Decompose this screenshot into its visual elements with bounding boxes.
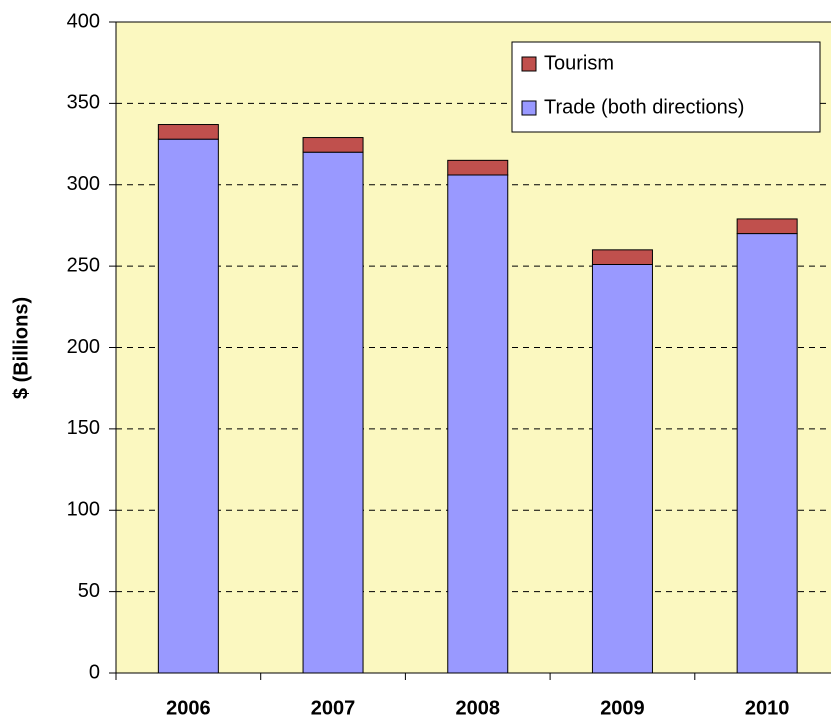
legend-label: Tourism	[544, 52, 614, 74]
x-tick-label: 2008	[456, 697, 501, 719]
y-tick-label: 400	[67, 10, 100, 32]
legend-swatch	[521, 100, 537, 116]
bar-segment	[157, 124, 219, 140]
y-tick-label: 100	[67, 499, 100, 521]
bar-segment	[157, 138, 219, 674]
legend-box	[511, 41, 821, 133]
x-tick-label: 2006	[166, 697, 211, 719]
y-tick-label: 50	[78, 580, 100, 602]
legend-swatch	[521, 56, 537, 72]
y-axis-label: $ (Billions)	[10, 297, 32, 399]
legend-label: Trade (both directions)	[544, 96, 744, 118]
bar-segment	[302, 151, 364, 674]
bar-segment	[736, 218, 798, 235]
bar-segment	[447, 174, 509, 674]
bar-segment	[591, 249, 653, 265]
x-tick-label: 2010	[745, 697, 790, 719]
y-tick-label: 350	[67, 92, 100, 114]
bar-segment	[447, 159, 509, 176]
y-tick-label: 300	[67, 173, 100, 195]
bar-segment	[302, 137, 364, 153]
y-tick-label: 200	[67, 336, 100, 358]
x-tick-label: 2007	[311, 697, 356, 719]
bar-segment	[736, 233, 798, 674]
x-tick-label: 2009	[600, 697, 645, 719]
y-tick-label: 0	[89, 661, 100, 683]
bar-segment	[591, 263, 653, 674]
y-tick-label: 250	[67, 254, 100, 276]
y-tick-label: 150	[67, 417, 100, 439]
